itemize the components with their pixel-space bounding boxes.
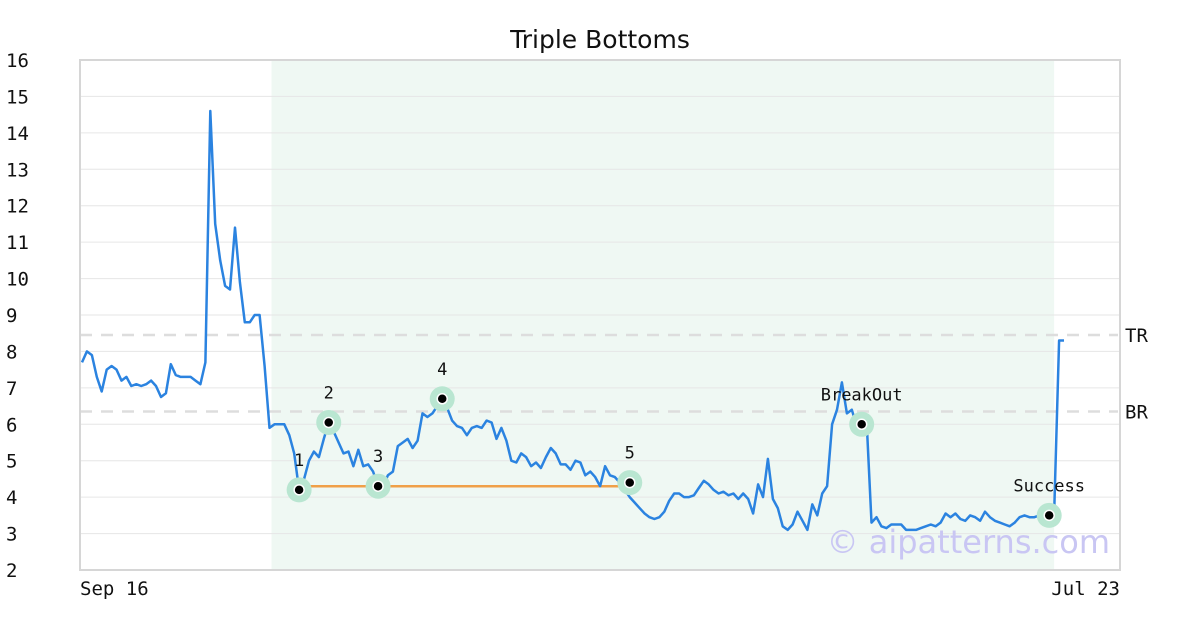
point-label: 3 — [373, 447, 383, 467]
point-marker — [322, 416, 335, 429]
point-label: 1 — [294, 451, 304, 471]
point-label: 5 — [625, 444, 635, 464]
y-tick-label: 4 — [6, 487, 17, 509]
watermark: © aipatterns.com — [827, 523, 1110, 561]
y-tick-label: 10 — [6, 269, 29, 291]
y-tick-label: 12 — [6, 196, 29, 218]
x-axis-ticks: Sep 16 Jul 23 — [80, 578, 1120, 600]
y-tick-label: 5 — [6, 451, 17, 473]
point-marker — [436, 393, 448, 405]
point-label: Success — [1013, 476, 1085, 496]
level-lines: TR BR — [80, 325, 1148, 424]
y-axis-ticks: 2 3 4 5 6 7 8 9 10 11 12 13 14 15 16 — [6, 50, 29, 582]
y-tick-label: 9 — [6, 305, 17, 327]
y-tick-label: 3 — [6, 524, 17, 546]
point-label: BreakOut — [821, 385, 903, 405]
pattern-points: 1 2 3 4 5 BreakOut Success — [286, 360, 1085, 528]
point-marker — [855, 418, 868, 431]
y-tick-label: 2 — [6, 560, 17, 582]
y-tick-label: 7 — [6, 378, 17, 400]
y-tick-label: 11 — [6, 232, 29, 254]
level-label: TR — [1125, 325, 1148, 347]
point-marker — [623, 476, 636, 489]
grid-lines — [80, 95, 1120, 535]
point-marker — [1043, 509, 1055, 522]
y-tick-label: 13 — [6, 159, 29, 181]
y-tick-label: 14 — [6, 123, 29, 145]
y-tick-label: 8 — [6, 341, 17, 363]
y-tick-label: 16 — [6, 50, 29, 72]
point-label: 2 — [324, 383, 334, 403]
y-tick-label: 15 — [6, 86, 29, 108]
y-tick-label: 6 — [6, 414, 17, 436]
level-label: BR — [1125, 402, 1148, 424]
point-marker — [293, 484, 305, 496]
point-marker — [372, 480, 384, 492]
price-line — [80, 109, 1064, 532]
plot-frame — [79, 59, 1121, 571]
chart-title: Triple Bottoms — [509, 25, 690, 54]
x-tick-label: Jul 23 — [1051, 578, 1120, 600]
x-tick-label: Sep 16 — [80, 578, 149, 600]
point-label: 4 — [437, 360, 447, 380]
